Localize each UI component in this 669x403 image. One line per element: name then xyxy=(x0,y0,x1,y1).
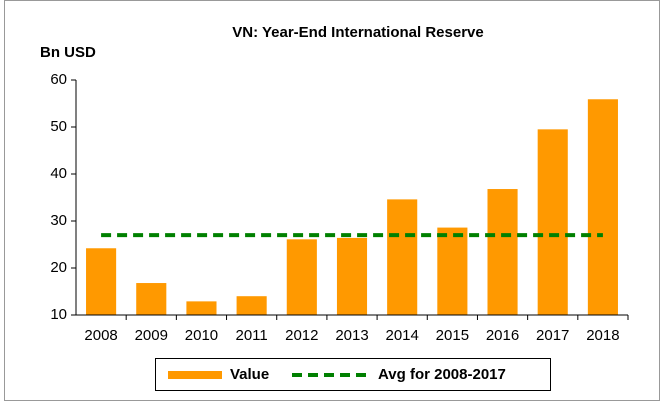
x-tick-label: 2010 xyxy=(185,327,218,344)
bar xyxy=(487,189,518,315)
bar xyxy=(286,239,317,315)
legend-label: Avg for 2008-2017 xyxy=(378,366,506,383)
x-tick-label: 2013 xyxy=(335,327,368,344)
y-axis-label: Bn USD xyxy=(40,44,96,61)
y-tick-label: 40 xyxy=(50,165,67,182)
legend-label: Value xyxy=(230,366,269,383)
x-tick-label: 2008 xyxy=(84,327,117,344)
bar xyxy=(136,283,167,315)
y-tick-label: 50 xyxy=(50,118,67,135)
x-tick-label: 2015 xyxy=(436,327,469,344)
bar xyxy=(186,301,217,315)
x-tick-label: 2018 xyxy=(586,327,619,344)
x-tick-label: 2012 xyxy=(285,327,318,344)
bar xyxy=(587,99,618,316)
bar xyxy=(537,129,568,315)
x-tick-label: 2016 xyxy=(486,327,519,344)
bar xyxy=(336,237,368,315)
y-tick-label: 20 xyxy=(50,259,67,276)
x-tick-label: 2017 xyxy=(536,327,569,344)
bar xyxy=(236,296,267,315)
x-tick-label: 2011 xyxy=(236,327,268,344)
chart-title: VN: Year-End International Reserve xyxy=(232,24,483,41)
bar xyxy=(387,199,418,315)
bar xyxy=(437,227,468,315)
x-tick-label: 2009 xyxy=(135,327,168,344)
y-tick-label: 60 xyxy=(50,71,67,88)
bar xyxy=(86,248,117,315)
x-tick-label: 2014 xyxy=(385,327,418,344)
y-tick-label: 30 xyxy=(50,212,67,229)
legend-swatch xyxy=(168,371,222,379)
y-tick-label: 10 xyxy=(50,306,67,323)
